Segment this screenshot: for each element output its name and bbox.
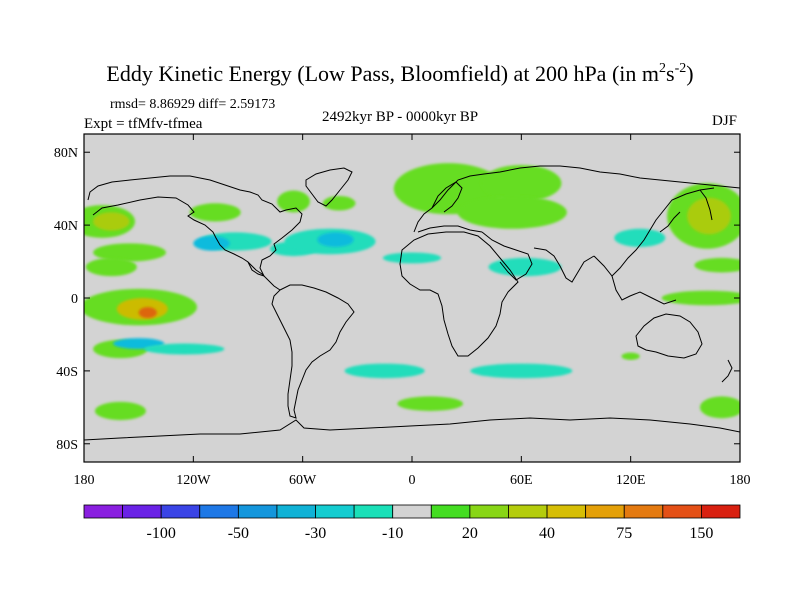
colorbar-box-7	[353, 504, 394, 519]
colorbar-label-6: 75	[616, 525, 632, 542]
anomaly-region-16	[317, 232, 354, 247]
colorbar-label-3: -10	[382, 525, 403, 542]
x-tick-label-6: 180	[730, 473, 751, 488]
anomaly-region-33	[621, 352, 640, 360]
y-tick-label-2: 0	[71, 292, 78, 307]
anomaly-region-13	[193, 236, 230, 251]
x-tick-label-3: 0	[409, 473, 416, 488]
coast-japan	[659, 211, 681, 233]
anomaly-field	[84, 163, 740, 421]
colorbar-box-13	[585, 504, 625, 519]
colorbar-box-10	[469, 504, 509, 519]
anomaly-region-10	[277, 190, 310, 213]
anomaly-region-3	[85, 257, 137, 277]
anomaly-region-29	[344, 363, 425, 379]
coast-australia	[635, 313, 703, 359]
colorbar-box-15	[662, 504, 702, 519]
colorbar-box-5	[276, 504, 316, 519]
x-tick-label-4: 60E	[510, 473, 533, 488]
colorbar-box-3	[199, 504, 239, 519]
y-tick-label-4: 80S	[56, 438, 78, 453]
coast-mediterranean	[417, 225, 483, 233]
anomaly-region-22	[614, 228, 666, 247]
anomaly-region-26	[661, 290, 740, 306]
colorbar-label-1: -50	[228, 525, 249, 542]
title-superscript-2: -2	[674, 61, 687, 76]
anomaly-region-20	[457, 195, 567, 229]
x-tick-label-0: 180	[74, 473, 95, 488]
anomaly-region-21	[488, 257, 562, 277]
anomaly-region-19	[481, 164, 562, 202]
coast-india	[533, 247, 595, 283]
experiment-label: Expt = tfMfv-tfmea	[84, 116, 203, 132]
anomaly-region-6	[138, 307, 157, 319]
coast-southeast-asia	[611, 275, 677, 305]
y-tick-label-0: 80N	[54, 146, 78, 161]
colorbar-box-2	[160, 504, 201, 519]
coast-south-america	[271, 284, 355, 419]
x-tick-label-5: 120E	[616, 473, 646, 488]
axis-ticks: 180 120W 60W 0 60E 120E 180 80N 40N 0 40S 80S	[54, 134, 751, 488]
colorbar-box-8	[392, 504, 432, 519]
anomaly-region-9	[189, 203, 241, 222]
anomaly-region-31	[397, 396, 464, 411]
colorbar-box-12	[546, 504, 587, 519]
colorbar-label-0: -100	[147, 525, 176, 542]
title-superscript-1: 2	[659, 61, 666, 76]
anomaly-region-11	[322, 195, 356, 211]
season-label: DJF	[712, 113, 738, 129]
title-text: Eddy Kinetic Energy (Low Pass, Bloomfiel…	[106, 61, 659, 86]
colorbar-box-14	[623, 504, 664, 519]
anomaly-region-30	[470, 363, 573, 379]
anomaly-region-25	[694, 257, 740, 273]
anomaly-region-24	[687, 197, 731, 235]
anomaly-region-1	[93, 212, 130, 231]
plot-title: Eddy Kinetic Energy (Low Pass, Bloomfiel…	[0, 62, 800, 85]
anomaly-region-17	[382, 252, 442, 264]
colorbar-box-9	[430, 504, 471, 519]
coast-antarctica	[84, 417, 740, 441]
y-tick-label-3: 40S	[56, 365, 78, 380]
anomaly-region-2	[93, 243, 166, 262]
coast-east-asia	[593, 187, 715, 277]
coast-greenland	[305, 167, 353, 207]
colorbar-box-4	[237, 504, 278, 519]
title-text-end: )	[686, 61, 694, 86]
period-label: 2492kyr BP - 0000kyr BP	[322, 109, 479, 125]
coast-north-america	[87, 175, 303, 277]
title-text-s: s	[666, 61, 675, 86]
colorbar-box-1	[122, 504, 162, 519]
coast-eurasia	[413, 165, 740, 233]
y-tick-label-1: 40N	[54, 219, 78, 234]
coast-africa	[399, 231, 519, 357]
colorbar-label-4: 20	[462, 525, 478, 542]
coast-kamchatka	[699, 189, 713, 221]
colorbar-label-2: -30	[305, 525, 326, 542]
colorbar-label-7: 150	[689, 525, 713, 542]
colorbar-box-11	[508, 504, 548, 519]
anomaly-region-8	[94, 401, 146, 421]
coast-arabia	[481, 231, 533, 281]
x-tick-label-1: 120W	[176, 473, 211, 488]
anomaly-region-28	[144, 343, 225, 355]
coast-new-zealand	[721, 359, 733, 383]
coast-central-america	[247, 261, 281, 291]
colorbar-box-16	[701, 504, 741, 519]
coastlines	[84, 165, 740, 441]
coast-scandinavia	[431, 181, 463, 213]
stats-label: rmsd= 8.86929 diff= 2.59173	[110, 97, 276, 112]
anomaly-region-32	[699, 396, 740, 419]
colorbar-label-5: 40	[539, 525, 555, 542]
colorbar-box-0	[83, 504, 123, 519]
colorbar: -100 -50 -30 -10 20 40 75 150	[83, 504, 741, 542]
colorbar-box-6	[315, 504, 355, 519]
x-tick-label-2: 60W	[289, 473, 317, 488]
